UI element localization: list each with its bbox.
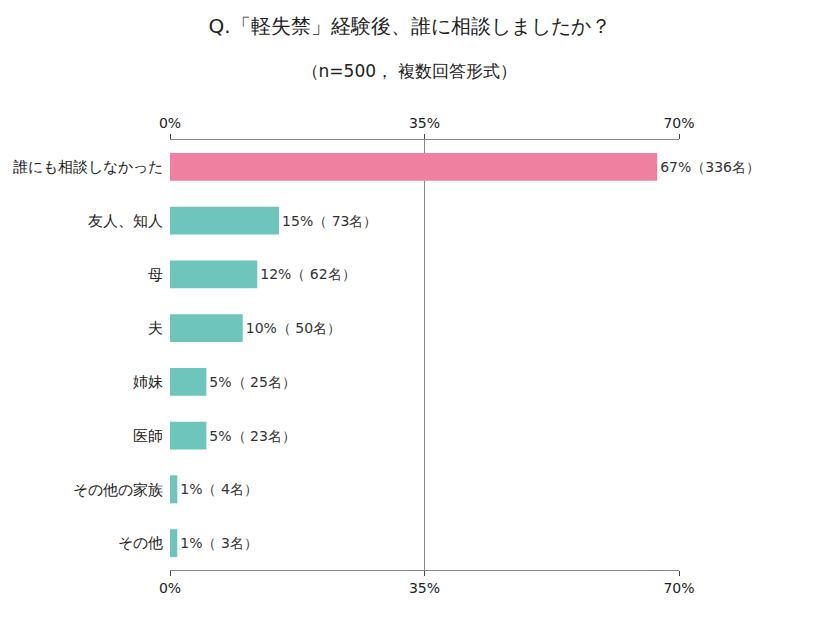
svg-text:Q.「軽失禁」経験後、誰に相談しましたか？: Q.「軽失禁」経験後、誰に相談しましたか？ (208, 14, 610, 38)
svg-text:70%: 70% (663, 115, 694, 131)
svg-text:70%: 70% (663, 580, 694, 596)
svg-text:67%（336名）: 67%（336名） (660, 159, 760, 175)
svg-text:35%: 35% (409, 580, 440, 596)
svg-text:5%（ 25名）: 5%（ 25名） (209, 374, 295, 390)
svg-text:5%（ 23名）: 5%（ 23名） (209, 428, 295, 444)
svg-text:1%（ 4名）: 1%（ 4名） (180, 481, 258, 497)
svg-text:35%: 35% (409, 115, 440, 131)
svg-text:友人、知人: 友人、知人 (88, 212, 163, 230)
svg-text:夫: 夫 (148, 319, 163, 337)
svg-text:0%: 0% (159, 115, 181, 131)
svg-text:1%（ 3名）: 1%（ 3名） (180, 535, 258, 551)
svg-text:0%: 0% (159, 580, 181, 596)
svg-text:医師: 医師 (133, 427, 163, 445)
svg-text:姉妹: 姉妹 (133, 373, 163, 391)
svg-text:母: 母 (148, 266, 163, 284)
svg-text:その他: その他 (118, 534, 163, 552)
svg-text:（n=500， 複数回答形式）: （n=500， 複数回答形式） (302, 61, 518, 81)
svg-text:誰にも相談しなかった: 誰にも相談しなかった (13, 158, 163, 176)
svg-text:15%（ 73名）: 15%（ 73名） (282, 213, 377, 229)
svg-text:12%（ 62名）: 12%（ 62名） (260, 266, 355, 282)
svg-text:10%（ 50名）: 10%（ 50名） (246, 320, 341, 336)
svg-text:その他の家族: その他の家族 (73, 481, 163, 499)
